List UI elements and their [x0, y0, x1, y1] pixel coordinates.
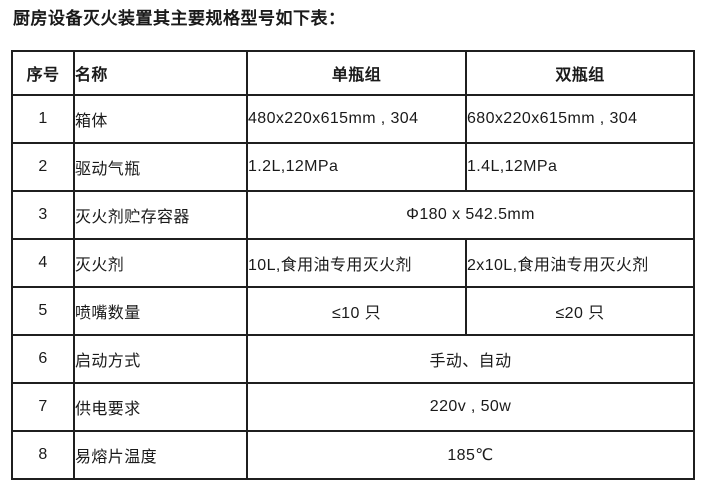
cell-single: 480x220x615mm , 304 [246, 94, 467, 144]
col-header-index: 序号 [11, 50, 75, 96]
col-header-double: 双瓶组 [465, 50, 695, 96]
cell-name: 驱动气瓶 [73, 142, 248, 192]
table-row: 2 驱动气瓶 1.2L,12MPa 1.4L,12MPa [11, 142, 695, 192]
cell-name: 喷嘴数量 [73, 286, 248, 336]
cell-no: 8 [11, 430, 75, 480]
table-row: 7 供电要求 220v , 50w [11, 382, 695, 432]
cell-no: 1 [11, 94, 75, 144]
cell-no: 2 [11, 142, 75, 192]
cell-no: 4 [11, 238, 75, 288]
table-row: 3 灭火剂贮存容器 Φ180 x 542.5mm [11, 190, 695, 240]
col-header-single: 单瓶组 [246, 50, 467, 96]
cell-no: 5 [11, 286, 75, 336]
cell-single: 1.2L,12MPa [246, 142, 467, 192]
cell-name: 灭火剂 [73, 238, 248, 288]
cell-single: 10L,食用油专用灭火剂 [246, 238, 467, 288]
doc-title: 厨房设备灭火装置其主要规格型号如下表： [13, 9, 346, 28]
cell-double: ≤20 只 [465, 286, 695, 336]
cell-name: 供电要求 [73, 382, 248, 432]
cell-merged-value: 185℃ [246, 430, 695, 480]
cell-name: 灭火剂贮存容器 [73, 190, 248, 240]
cell-merged-value: Φ180 x 542.5mm [246, 190, 695, 240]
cell-no: 6 [11, 334, 75, 384]
header-row: 序号 名称 单瓶组 双瓶组 [11, 50, 695, 96]
cell-no: 3 [11, 190, 75, 240]
cell-double: 680x220x615mm , 304 [465, 94, 695, 144]
cell-name: 启动方式 [73, 334, 248, 384]
table-row: 5 喷嘴数量 ≤10 只 ≤20 只 [11, 286, 695, 336]
cell-merged-value: 220v , 50w [246, 382, 695, 432]
cell-no: 7 [11, 382, 75, 432]
cell-name: 易熔片温度 [73, 430, 248, 480]
cell-double: 1.4L,12MPa [465, 142, 695, 192]
table-row: 8 易熔片温度 185℃ [11, 430, 695, 480]
cell-double: 2x10L,食用油专用灭火剂 [465, 238, 695, 288]
table-row: 4 灭火剂 10L,食用油专用灭火剂 2x10L,食用油专用灭火剂 [11, 238, 695, 288]
col-header-name: 名称 [73, 50, 248, 96]
cell-single: ≤10 只 [246, 286, 467, 336]
spec-table: 序号 名称 单瓶组 双瓶组 1 箱体 480x220x615mm , 304 6… [11, 50, 695, 480]
cell-merged-value: 手动、自动 [246, 334, 695, 384]
table-row: 1 箱体 480x220x615mm , 304 680x220x615mm ,… [11, 94, 695, 144]
table-row: 6 启动方式 手动、自动 [11, 334, 695, 384]
cell-name: 箱体 [73, 94, 248, 144]
